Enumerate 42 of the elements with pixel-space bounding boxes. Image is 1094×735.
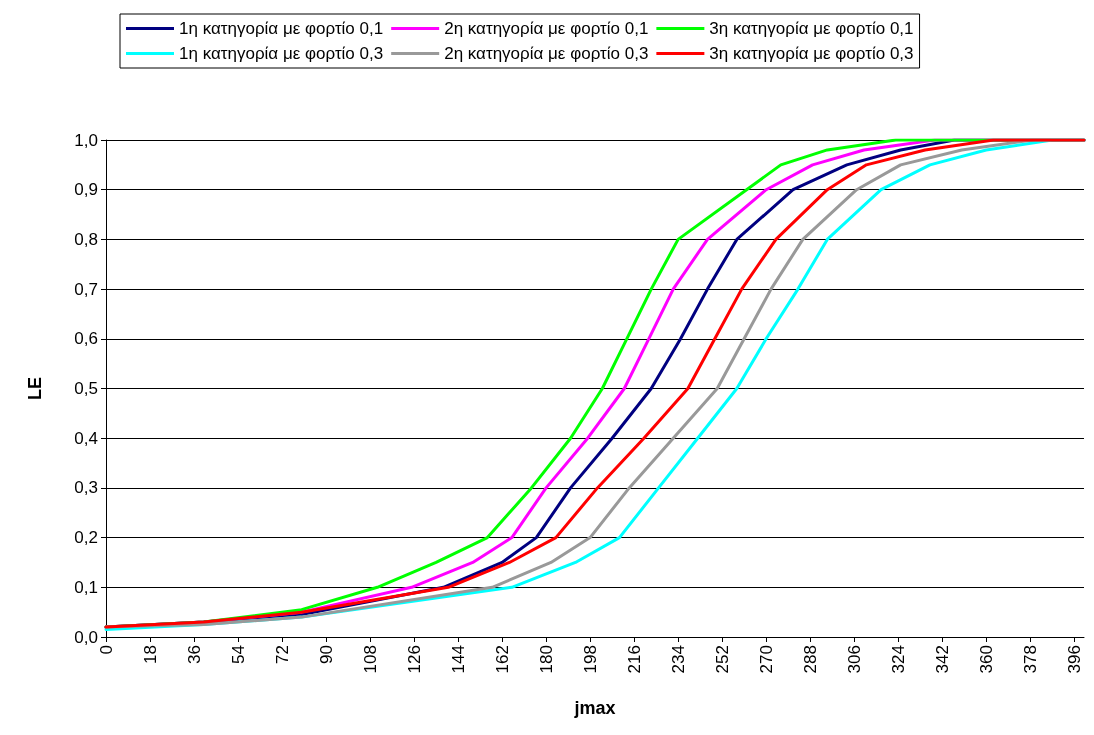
y-axis-title: LE — [25, 376, 45, 401]
legend-label: 1η κατηγορία με φορτίο 0,1 — [179, 19, 384, 38]
x-tick-label: 0 — [96, 645, 116, 655]
x-tick-label: 90 — [316, 645, 336, 664]
x-tick-label: 288 — [800, 645, 820, 674]
x-tick-label: 36 — [184, 645, 204, 664]
legend-label: 1η κατηγορία με φορτίο 0,3 — [179, 44, 384, 63]
y-tick-label: 0,2 — [74, 528, 98, 548]
x-tick-label: 198 — [580, 645, 600, 674]
legend-label: 3η κατηγορία με φορτίο 0,3 — [709, 44, 914, 63]
y-tick-label: 0,9 — [74, 180, 98, 200]
y-tick-label: 0,4 — [74, 428, 98, 448]
y-tick-label: 0,3 — [74, 478, 98, 498]
x-tick-label: 396 — [1064, 645, 1084, 674]
x-tick-label: 324 — [888, 645, 908, 674]
legend-label: 3η κατηγορία με φορτίο 0,1 — [709, 19, 914, 38]
x-tick-label: 306 — [844, 645, 864, 674]
y-tick-label: 0,7 — [74, 279, 98, 299]
x-tick-label: 162 — [492, 645, 512, 674]
legend-label: 2η κατηγορία με φορτίο 0,1 — [444, 19, 649, 38]
x-tick-label: 180 — [536, 645, 556, 674]
x-tick-label: 216 — [624, 645, 644, 674]
y-tick-label: 0,0 — [74, 627, 98, 647]
x-tick-label: 270 — [756, 645, 776, 674]
x-tick-label: 18 — [140, 645, 160, 664]
x-axis-title: jmax — [573, 698, 616, 718]
y-tick-label: 0,5 — [74, 379, 98, 398]
x-tick-label: 108 — [360, 645, 380, 674]
legend-label: 2η κατηγορία με φορτίο 0,3 — [444, 44, 649, 63]
x-tick-label: 378 — [1020, 645, 1040, 674]
x-tick-label: 144 — [448, 645, 468, 674]
y-tick-label: 0,8 — [74, 229, 98, 249]
x-tick-label: 72 — [272, 645, 292, 664]
y-tick-label: 0,1 — [74, 577, 98, 597]
y-tick-label: 0,6 — [74, 329, 98, 349]
x-tick-label: 126 — [404, 645, 424, 674]
x-tick-label: 360 — [976, 645, 996, 674]
x-tick-label: 54 — [228, 645, 248, 664]
x-tick-label: 234 — [668, 645, 688, 674]
x-tick-label: 342 — [932, 645, 952, 674]
x-tick-label: 252 — [712, 645, 732, 674]
y-tick-label: 1,0 — [74, 130, 98, 150]
